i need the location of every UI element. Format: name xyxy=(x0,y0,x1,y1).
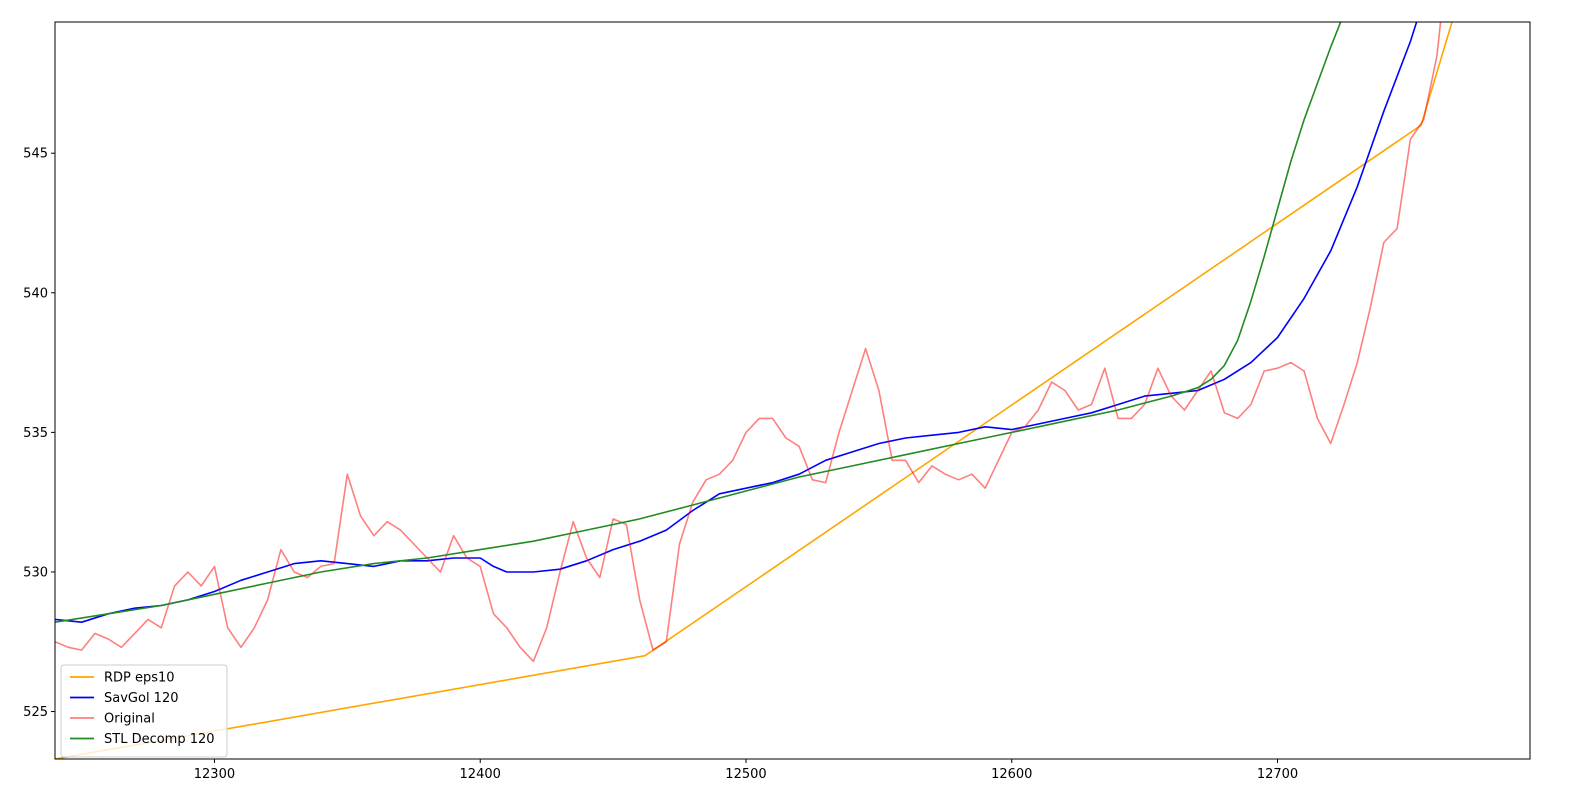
y-tick-label: 530 xyxy=(23,565,48,580)
x-tick-label: 12400 xyxy=(460,767,501,782)
y-axis: 525 530 535 540 545 xyxy=(23,147,55,720)
series-line-rdp-eps10 xyxy=(55,22,1453,759)
legend-label-savgol-120: SavGol 120 xyxy=(104,691,179,706)
x-tick-label: 12500 xyxy=(725,767,766,782)
y-tick-label: 535 xyxy=(23,426,48,441)
y-tick-label: 525 xyxy=(23,705,48,720)
y-tick-label: 545 xyxy=(23,147,48,162)
plot-frame xyxy=(54,21,1531,760)
legend-label-stl-decomp-120: STL Decomp 120 xyxy=(104,732,215,747)
series-line-stl-decomp-120 xyxy=(55,22,1342,623)
plot-area xyxy=(55,22,1530,759)
legend-label-rdp-eps10: RDP eps10 xyxy=(104,671,175,686)
x-tick-label: 12600 xyxy=(991,767,1032,782)
legend-label-original: Original xyxy=(104,712,155,727)
legend: RDP eps10 SavGol 120 Original STL Decomp 12… xyxy=(60,664,228,758)
y-tick-label: 540 xyxy=(23,286,48,301)
series-line-original xyxy=(55,22,1442,663)
x-axis: 12300 12400 12500 12600 12700 xyxy=(194,759,1298,782)
series-layer xyxy=(55,22,1453,759)
x-tick-label: 12300 xyxy=(194,767,235,782)
legend-box xyxy=(60,664,228,758)
x-tick-label: 12700 xyxy=(1257,767,1298,782)
